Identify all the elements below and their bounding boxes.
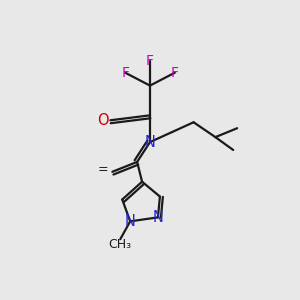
Text: N: N — [125, 214, 136, 229]
Text: F: F — [171, 66, 179, 80]
Text: F: F — [121, 66, 129, 80]
Text: N: N — [152, 210, 164, 225]
Text: F: F — [146, 54, 154, 68]
Text: O: O — [98, 113, 109, 128]
Text: =: = — [97, 163, 108, 176]
Text: CH₃: CH₃ — [109, 238, 132, 250]
Text: N: N — [145, 135, 155, 150]
